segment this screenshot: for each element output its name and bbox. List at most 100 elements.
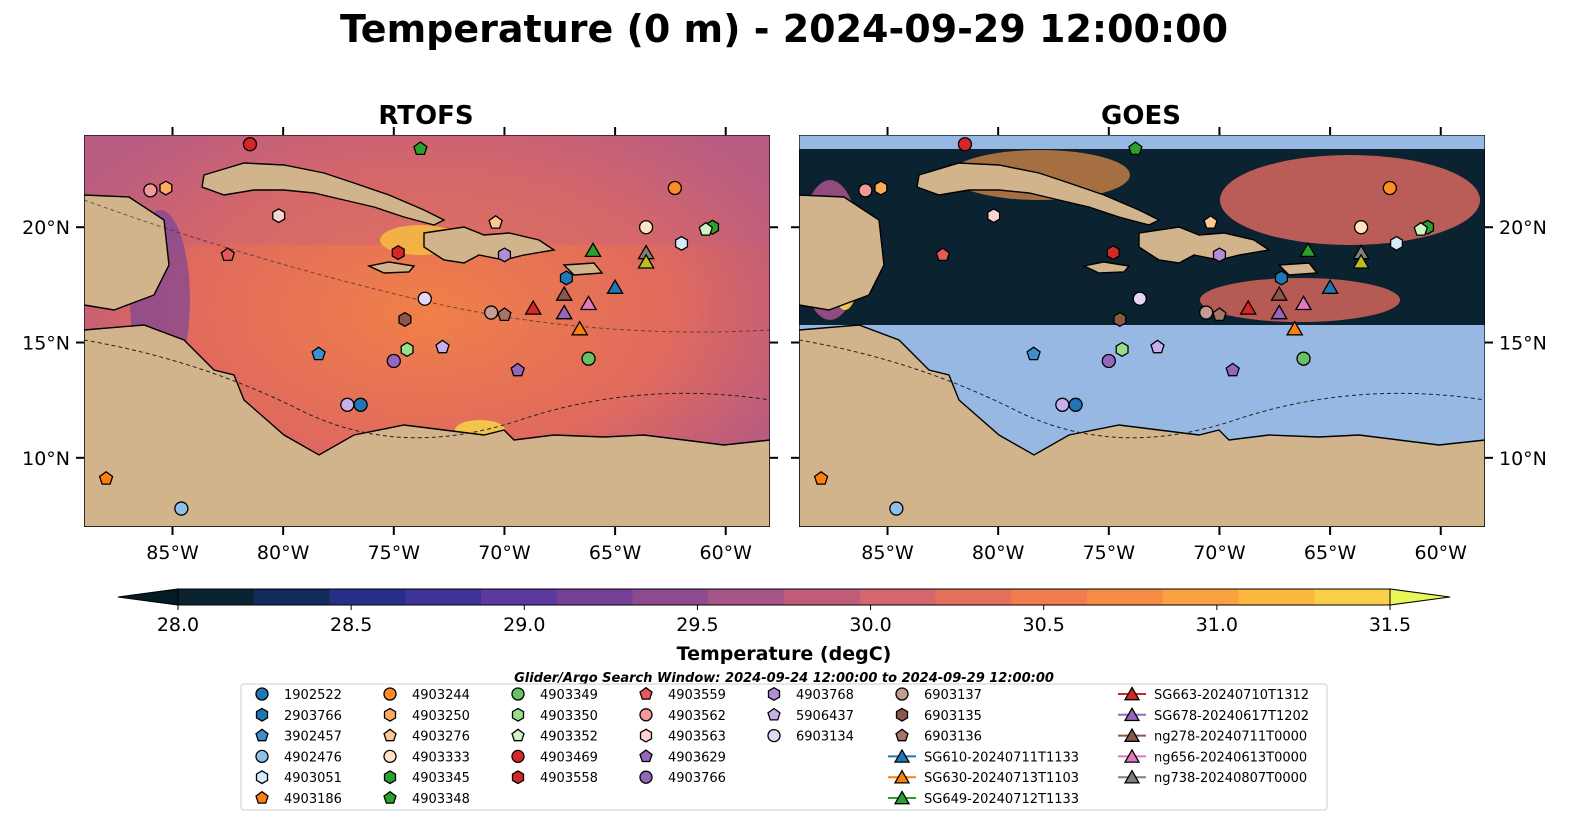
colorbar-segment (708, 589, 785, 605)
marker-4903558 (391, 245, 405, 261)
legend-marker (383, 749, 397, 764)
lat-tick-label: 15°N (1499, 333, 1547, 355)
lat-tick-label: 10°N (22, 448, 70, 470)
legend-marker (383, 707, 397, 722)
colorbar-under-extend (117, 588, 179, 606)
legend-label: 4903348 (412, 792, 470, 807)
colorbar-segment (178, 589, 255, 605)
legend-item: 1902522 (255, 687, 342, 703)
marker-4903186 (98, 470, 114, 485)
colorbar-tick-label: 28.0 (157, 614, 199, 636)
legend-label: 4903051 (284, 771, 342, 786)
colorbar-segment (784, 589, 861, 605)
marker-3902457 (1026, 346, 1041, 361)
colorbar-segment (1087, 589, 1164, 605)
legend-item: 4903768 (767, 686, 854, 703)
legend-label: 6903134 (796, 730, 854, 745)
marker-4903250 (874, 180, 888, 196)
marker-4903558 (1106, 245, 1120, 261)
marker-2903766 (559, 270, 573, 286)
legend-label: 4903352 (540, 730, 598, 745)
legend-label: SG649-20240712T1133 (924, 792, 1079, 807)
legend-marker (255, 749, 269, 764)
colorbar-tick-label: 29.0 (503, 614, 545, 636)
legend-item: 4903250 (383, 707, 470, 724)
legend-marker (895, 687, 909, 701)
legend-marker (639, 728, 653, 743)
colorbar-tick-label: 31.0 (1196, 614, 1238, 636)
legend-label: ng738-20240807T0000 (1154, 771, 1307, 786)
marker-4903469 (957, 137, 973, 152)
legend-item: 4903562 (639, 708, 726, 724)
marker-4903333 (638, 220, 654, 235)
legend-label: 4903350 (540, 709, 598, 724)
legend-marker (511, 707, 525, 722)
lon-tick-label: 75°W (1083, 542, 1136, 564)
legend-marker (511, 770, 525, 785)
legend-marker (895, 707, 909, 722)
marker-5906437 (435, 339, 450, 354)
legend-label: 4903250 (412, 709, 470, 724)
colorbar-segment (253, 589, 330, 605)
marker-4903559 (220, 247, 236, 262)
legend-marker (1123, 769, 1141, 784)
colorbar-over-extend (1389, 588, 1451, 606)
lon-tick-label: 80°W (972, 542, 1025, 564)
marker-6903134 (1132, 291, 1147, 306)
legend-item: 2903766 (255, 707, 342, 724)
marker-4903768 (1212, 247, 1227, 263)
lon-tick-label: 65°W (589, 542, 642, 564)
legend-label: 4903559 (668, 688, 726, 703)
legend-label: 4903563 (668, 730, 726, 745)
legend-marker (383, 790, 397, 804)
marker-ng278-20240711T0000 (1270, 285, 1288, 301)
marker-4903766 (386, 353, 401, 369)
legend-item: 6903137 (895, 687, 982, 703)
lat-tick-label: 10°N (1499, 448, 1547, 470)
lon-tick-label: 65°W (1304, 542, 1357, 564)
marker-6903135 (1113, 311, 1127, 328)
legend-marker (639, 686, 653, 700)
legend-label: 2903766 (284, 709, 342, 724)
legend-item: 6903136 (895, 728, 982, 745)
marker-4903186 (813, 470, 829, 485)
marker-6903136 (497, 307, 512, 322)
colorbar-tick-label: 30.0 (849, 614, 891, 636)
legend-item: 4903469 (511, 749, 598, 765)
lon-tick-label: 75°W (368, 542, 421, 564)
marker-SG678-20240617T1202 (1270, 304, 1288, 320)
marker-4903559 (935, 247, 951, 262)
marker-SG663-20240710T1312 (1239, 299, 1257, 315)
colorbar-segment (556, 589, 633, 605)
marker-ng783-20240807T0000 (637, 253, 655, 269)
legend-item: 5906437 (767, 707, 854, 724)
legend-item: ng278-20240711T0000 (1118, 727, 1307, 745)
colorbar-tick-label: 30.5 (1023, 614, 1065, 636)
map-panel-rtofs (84, 135, 770, 527)
legend-marker (255, 728, 269, 742)
legend-item: 4903276 (383, 728, 470, 745)
marker-4903276 (488, 214, 503, 229)
legend-marker (767, 707, 781, 721)
lon-tick-label: 85°W (146, 542, 199, 564)
legend-label: 4903186 (284, 792, 342, 807)
marker-6903137 (484, 305, 499, 320)
lon-tick-label: 80°W (257, 542, 310, 564)
legend-item: 4903348 (383, 790, 470, 807)
marker-SG649-20240712T1133 (1299, 242, 1317, 258)
marker-4903350 (400, 341, 414, 358)
marker-1902522 (1068, 397, 1083, 412)
marker-SG630-20240713T1103 (570, 320, 589, 336)
marker-4903348 (413, 141, 428, 156)
legend-item: SG649-20240712T1133 (888, 790, 1079, 807)
legend-item: 4903766 (639, 770, 726, 786)
legend-label: 4903349 (540, 688, 598, 703)
colorbar-segment (1238, 589, 1315, 605)
marker-SG630-20240713T1103 (1285, 320, 1304, 336)
legend-marker (895, 728, 909, 742)
legend-item: ng738-20240807T0000 (1118, 769, 1307, 786)
legend-item: 6903135 (895, 707, 982, 724)
colorbar-tick-label: 28.5 (330, 614, 372, 636)
marker-4903768 (497, 247, 512, 263)
